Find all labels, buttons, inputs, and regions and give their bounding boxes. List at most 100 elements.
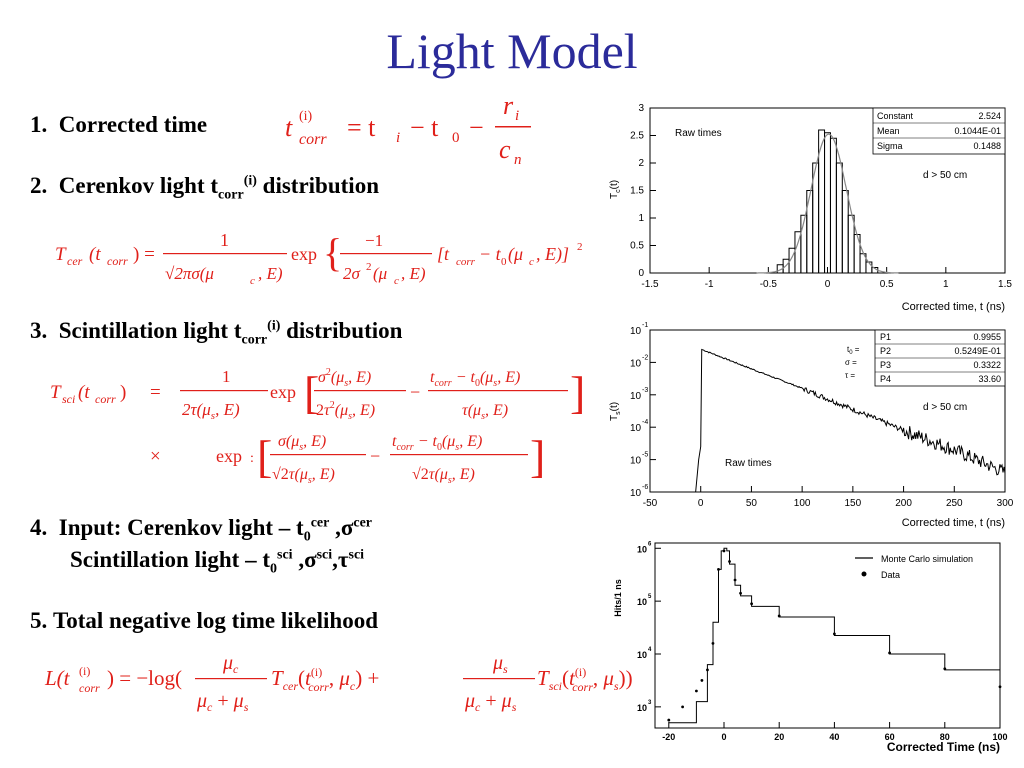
x-tick-label: 150 bbox=[845, 498, 862, 509]
scintillation-distribution-equation: T sci (t corr ) = 1 2τ(μs, E) exp [ σ2(μ… bbox=[50, 367, 585, 486]
eq2-exp: exp bbox=[291, 244, 317, 264]
y-tick-label: 0.5 bbox=[630, 241, 644, 252]
sigma: ,σ bbox=[292, 547, 317, 572]
x-tick-label: 50 bbox=[746, 498, 758, 509]
y-tick-exponent: -4 bbox=[642, 419, 648, 426]
data-point bbox=[833, 632, 836, 636]
eq2-inner-den: 2σ bbox=[343, 264, 361, 283]
svg-text:]: ] bbox=[530, 431, 545, 482]
eq1-lhs-sup: (i) bbox=[299, 109, 313, 124]
eq2-frac-den: √2πσ(μ bbox=[165, 264, 214, 283]
eq2-arg: (t bbox=[89, 244, 101, 265]
svg-text:√2τ(μs, E): √2τ(μs, E) bbox=[272, 466, 335, 486]
svg-text:2τ2(μs, E): 2τ2(μs, E) bbox=[316, 400, 375, 422]
eq1-minus-t0: − t bbox=[410, 113, 439, 142]
param-label-tau: τ = bbox=[845, 371, 855, 380]
x-tick-label: 250 bbox=[946, 498, 963, 509]
eq1-fraction-bar bbox=[495, 126, 531, 128]
x-tick-label: 60 bbox=[885, 732, 895, 742]
y-tick-exponent: 4 bbox=[648, 647, 652, 653]
y-axis-label: Tc(t) bbox=[609, 180, 622, 199]
eq1-minus: − bbox=[469, 113, 484, 142]
item-text: Total negative log time likelihood bbox=[53, 608, 378, 633]
svg-text:μc + μs: μc + μs bbox=[464, 690, 517, 714]
y-tick-label: 10 bbox=[637, 703, 647, 713]
x-axis-label: Corrected time, t (ns) bbox=[902, 301, 1005, 313]
eq2-inner-bar bbox=[340, 253, 432, 255]
eq3-arg: (t bbox=[78, 382, 90, 403]
eq2-den-close: , E) bbox=[258, 264, 283, 283]
y-tick-label: 1 bbox=[638, 213, 644, 224]
stat-value: 0.9955 bbox=[973, 332, 1001, 342]
item-text: Corrected time bbox=[58, 112, 208, 137]
y-tick-label: 10 bbox=[637, 597, 647, 607]
data-point bbox=[739, 591, 742, 595]
svg-text::: : bbox=[250, 451, 254, 466]
param-label-sigma: σ = bbox=[845, 358, 857, 367]
y-tick-exponent: -1 bbox=[642, 322, 648, 329]
y-tick-label: 10 bbox=[630, 488, 642, 499]
stat-name: P2 bbox=[880, 346, 891, 356]
eq1-lhs-sub: corr bbox=[299, 131, 327, 148]
eq3-exp-2: exp bbox=[216, 446, 242, 466]
svg-text:σ2(μs, E): σ2(μs, E) bbox=[318, 367, 371, 389]
eq2-bracket-close: , E)] bbox=[536, 244, 569, 265]
y-tick-exponent: -3 bbox=[642, 387, 648, 394]
eq1-ti-sub: i bbox=[396, 130, 400, 146]
tau: ,τ bbox=[332, 547, 349, 572]
y-tick-exponent: 6 bbox=[648, 541, 652, 547]
eq2-frac-bar bbox=[163, 253, 287, 255]
sup: sci bbox=[277, 547, 293, 563]
data-point bbox=[711, 642, 715, 645]
y-tick-label: 10 bbox=[630, 391, 642, 402]
stat-value: 33.60 bbox=[978, 374, 1001, 384]
data-point bbox=[733, 578, 737, 582]
y-tick-exponent: -6 bbox=[642, 484, 648, 491]
svg-text:σ(μs, E): σ(μs, E) bbox=[278, 433, 326, 453]
x-tick-label: 100 bbox=[794, 498, 811, 509]
stat-name: P3 bbox=[880, 360, 891, 370]
item-number: 5. bbox=[30, 608, 48, 633]
eq2-inner-num: −1 bbox=[365, 231, 383, 250]
sup: cer bbox=[353, 515, 373, 531]
eq3-times: × bbox=[150, 446, 161, 467]
x-tick-label: 40 bbox=[829, 732, 839, 742]
y-tick-label: 0 bbox=[638, 268, 644, 279]
y-axis-label: Ts(t) bbox=[609, 402, 622, 421]
eq5-lhs-sup: (i) bbox=[79, 664, 90, 678]
x-axis-label: Corrected Time (ns) bbox=[887, 740, 1000, 754]
scintillation-curve bbox=[695, 348, 1006, 493]
svg-text:1: 1 bbox=[222, 367, 231, 386]
eq1-t0-sub: 0 bbox=[452, 130, 460, 146]
item-5: 5. Total negative log time likelihood bbox=[30, 608, 378, 634]
eq2-inner-den-sup: 2 bbox=[366, 261, 372, 273]
svg-text:Tcer(t(i)corr, μc) +: Tcer(t(i) corr, μc) + bbox=[271, 665, 379, 694]
svg-text:tcorr − t0(μs, E): tcorr − t0(μs, E) bbox=[392, 433, 482, 453]
x-tick-label: 300 bbox=[997, 498, 1014, 509]
stat-name: Mean bbox=[877, 126, 900, 136]
eq2-frac-num: 1 bbox=[220, 230, 229, 250]
svg-text:−: − bbox=[370, 446, 380, 466]
stat-value: 2.524 bbox=[978, 111, 1001, 121]
eq2-arg-sub: corr bbox=[107, 254, 128, 268]
plot-annotation: Raw times bbox=[725, 458, 772, 469]
item-text-end: distribution bbox=[256, 173, 379, 198]
mc-simulation-curve bbox=[668, 547, 1001, 724]
x-tick-label: -0.5 bbox=[760, 279, 778, 290]
item-text-end: distribution bbox=[280, 318, 403, 343]
gaussian-fit-curve bbox=[756, 133, 899, 274]
item-number: 1. bbox=[30, 112, 48, 137]
stat-name: P4 bbox=[880, 374, 891, 384]
stats-box bbox=[872, 107, 1006, 155]
legend-mc: Monte Carlo simulation bbox=[881, 554, 973, 564]
eq2-inner-den-close: , E) bbox=[401, 264, 426, 283]
eq2-bracket-mu: (μ bbox=[508, 244, 523, 265]
eq2-bracket-sub0: 0 bbox=[501, 256, 507, 268]
eq3-arg-sub: corr bbox=[95, 392, 116, 406]
item-sup: (i) bbox=[267, 318, 281, 334]
svg-text:2τ(μs, E): 2τ(μs, E) bbox=[182, 400, 240, 422]
sup: sci bbox=[348, 547, 365, 563]
item-1: 1. Corrected time bbox=[30, 112, 207, 138]
item-text: Scintillation light t bbox=[58, 318, 242, 343]
svg-text:[: [ bbox=[257, 431, 272, 482]
